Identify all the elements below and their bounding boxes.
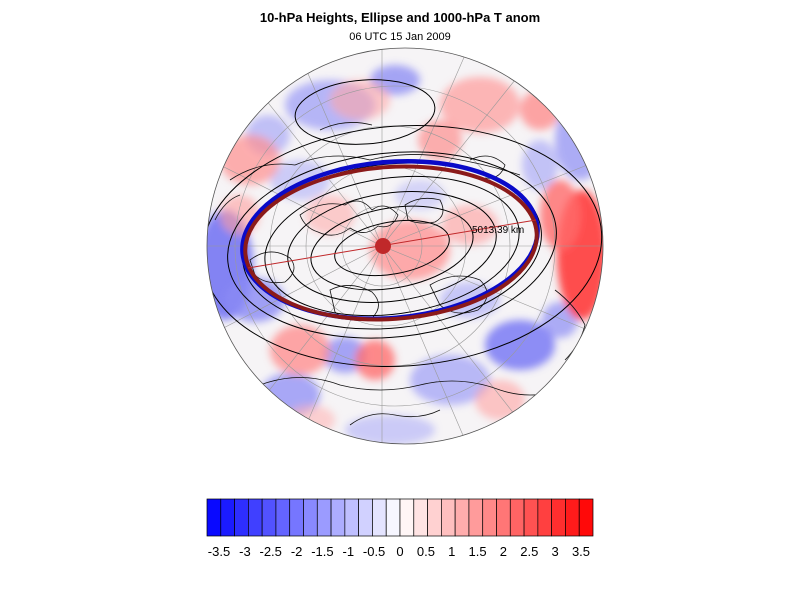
colorbar-tick-label: -2.5 xyxy=(259,544,281,559)
colorbar-box xyxy=(413,498,428,537)
colorbar-tick-label: 0.5 xyxy=(417,544,435,559)
colorbar-tick-label: 2.5 xyxy=(520,544,538,559)
colorbar-box xyxy=(303,498,318,537)
colorbar-box xyxy=(509,498,525,537)
colorbar-box xyxy=(206,498,222,537)
colorbar-tick-label: 0 xyxy=(396,544,403,559)
colorbar-tick-label: 1 xyxy=(448,544,455,559)
colorbar-box xyxy=(316,498,332,537)
colorbar-tick-label: -1 xyxy=(343,544,355,559)
colorbar-box xyxy=(344,498,359,537)
colorbar-tick-label: 3 xyxy=(551,544,558,559)
colorbar-tick-label: 3.5 xyxy=(572,544,590,559)
colorbar-box xyxy=(330,498,346,537)
colorbar-box xyxy=(565,498,580,537)
colorbar-tick-label: -0.5 xyxy=(363,544,385,559)
colorbar-box xyxy=(275,498,291,537)
colorbar-tick-label: -3 xyxy=(239,544,251,559)
fitted-ellipse xyxy=(243,164,539,322)
ellipse-major-axis xyxy=(247,219,537,269)
colorbar-box xyxy=(385,498,401,537)
ellipse-center-marker xyxy=(375,238,391,254)
colorbar-box xyxy=(220,498,235,537)
colorbar-box xyxy=(523,498,539,537)
colorbar-box xyxy=(441,498,456,537)
colorbar-tick-label: 1.5 xyxy=(469,544,487,559)
colorbar-box xyxy=(234,498,249,537)
colorbar-box xyxy=(551,498,566,537)
colorbar-box xyxy=(468,498,484,537)
colorbar-box xyxy=(372,498,387,537)
colorbar-box xyxy=(358,498,373,537)
colorbar-tick-label: 2 xyxy=(500,544,507,559)
colorbar-box xyxy=(427,498,442,537)
colorbar-tick-label: -1.5 xyxy=(311,544,333,559)
colorbar-box xyxy=(289,498,304,537)
ellipse-length-label: 5013.39 km xyxy=(472,225,524,236)
colorbar-tick-label: -3.5 xyxy=(208,544,230,559)
colorbar-box xyxy=(496,498,511,537)
colorbar-box xyxy=(399,498,415,537)
colorbar-box xyxy=(578,498,594,537)
colorbar-box xyxy=(454,498,470,537)
colorbar-tick-labels: -3.5 -3 -2.5 -2 -1.5 -1 -0.5 0 0.5 1 1.5 2 2.5 3 3.5 xyxy=(208,544,590,559)
colorbar-tick-label: -2 xyxy=(291,544,303,559)
colorbar-boxes xyxy=(206,498,594,537)
colorbar-box xyxy=(248,498,263,537)
figure-subtitle: 06 UTC 15 Jan 2009 xyxy=(349,31,451,43)
colorbar-box xyxy=(482,498,497,537)
figure-title: 10-hPa Heights, Ellipse and 1000-hPa T a… xyxy=(259,10,541,25)
colorbar-box xyxy=(537,498,552,537)
globe-outline xyxy=(206,47,604,445)
colorbar-box xyxy=(261,498,277,537)
